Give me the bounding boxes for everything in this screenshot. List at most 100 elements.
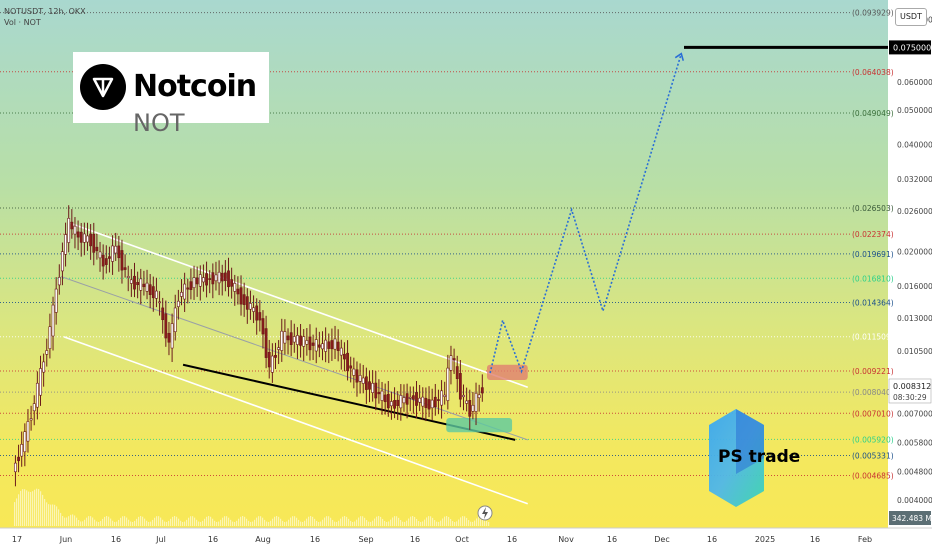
- notcoin-ticker: NOT: [133, 109, 185, 137]
- volume-bar: [484, 519, 486, 526]
- time-tick: Dec: [654, 535, 669, 544]
- candle: [358, 375, 362, 382]
- candle: [255, 305, 259, 321]
- volume-bar: [96, 521, 98, 526]
- volume-bar: [230, 519, 232, 526]
- volume-bar: [256, 517, 258, 526]
- projection-path[interactable]: [489, 53, 683, 374]
- volume-indicator-label[interactable]: Vol · NOT: [4, 18, 41, 27]
- volume-bar: [482, 516, 484, 526]
- volume-bar: [346, 516, 348, 526]
- candle: [76, 231, 80, 238]
- candle: [45, 350, 49, 355]
- volume-bar: [350, 520, 352, 526]
- volume-bar: [228, 517, 230, 526]
- volume-bar: [340, 518, 342, 526]
- volume-bar: [236, 520, 238, 526]
- candle: [114, 245, 118, 254]
- volume-bar: [112, 520, 114, 526]
- volume-bar: [26, 490, 28, 526]
- candle: [195, 277, 199, 285]
- ps-trade-hex-shade: [736, 409, 764, 474]
- candle: [455, 366, 459, 380]
- volume-bar: [462, 516, 464, 526]
- candle: [223, 272, 227, 281]
- volume-bar: [186, 519, 188, 526]
- candle: [111, 245, 114, 262]
- candle: [314, 339, 318, 352]
- volume-bar: [270, 520, 272, 526]
- time-tick: 16: [410, 535, 420, 544]
- notcoin-name: Notcoin: [133, 69, 257, 104]
- volume-bar: [116, 521, 118, 526]
- candle: [26, 421, 30, 442]
- candle: [133, 275, 136, 290]
- candle: [92, 233, 96, 253]
- volume-bar: [268, 521, 270, 526]
- symbol-label[interactable]: NOTUSDT, 12h, OKX: [4, 7, 86, 16]
- volume-bar: [288, 519, 290, 526]
- volume-bar: [50, 504, 52, 526]
- candle: [267, 352, 271, 368]
- candle: [67, 218, 71, 243]
- volume-bar: [360, 516, 362, 526]
- support-zone[interactable]: [446, 417, 513, 433]
- channel-lower-line[interactable]: [63, 336, 529, 505]
- candle: [277, 347, 281, 350]
- volume-bar: [400, 520, 402, 526]
- volume-bar: [316, 520, 318, 526]
- volume-bar: [156, 516, 158, 526]
- candle: [249, 303, 252, 310]
- candle: [211, 272, 215, 285]
- volume-bar: [326, 516, 328, 526]
- volume-bar: [148, 521, 150, 526]
- volume-bar: [470, 521, 472, 526]
- volume-bar: [190, 516, 192, 526]
- candle: [289, 332, 293, 346]
- volume-bar: [276, 516, 278, 526]
- volume-bar: [40, 491, 42, 526]
- target-price-badge: [889, 40, 931, 55]
- volume-bar: [24, 489, 26, 526]
- candle: [176, 300, 180, 307]
- candle: [98, 251, 102, 259]
- price-axis-background: [888, 0, 932, 528]
- candle: [371, 383, 375, 393]
- volume-bar: [114, 521, 116, 526]
- candle: [86, 235, 89, 243]
- volume-bar: [320, 521, 322, 526]
- volume-bar: [432, 517, 434, 526]
- volume-bar: [306, 518, 308, 526]
- volume-bar: [266, 521, 268, 526]
- volume-bar: [300, 521, 302, 526]
- candle: [317, 344, 321, 348]
- candle: [73, 225, 77, 235]
- channel-mid-line[interactable]: [60, 276, 528, 441]
- volume-bar: [86, 517, 88, 526]
- volume-bar: [222, 517, 224, 526]
- volume-bar: [404, 521, 406, 526]
- time-tick: 16: [111, 535, 121, 544]
- price-tick: 0.004800: [897, 468, 932, 477]
- resistance-zone[interactable]: [487, 364, 528, 380]
- volume-bar: [218, 521, 220, 526]
- volume-bar: [450, 518, 452, 526]
- ps-trade-label: PS trade: [718, 447, 800, 467]
- candle: [120, 250, 124, 271]
- candle: [79, 231, 83, 243]
- time-tick: Aug: [255, 535, 271, 544]
- volume-bar: [248, 520, 250, 526]
- candle: [54, 288, 58, 313]
- volume-bar: [168, 520, 170, 526]
- candle: [183, 283, 187, 300]
- volume-bar: [474, 520, 476, 526]
- volume-bar: [336, 521, 338, 526]
- volume-bar: [420, 521, 422, 526]
- alert-icon[interactable]: [477, 505, 493, 521]
- candle: [396, 399, 400, 406]
- volume-bar: [160, 517, 162, 526]
- candle: [280, 330, 284, 351]
- candle: [364, 376, 368, 390]
- currency-button[interactable]: USDT: [895, 8, 927, 26]
